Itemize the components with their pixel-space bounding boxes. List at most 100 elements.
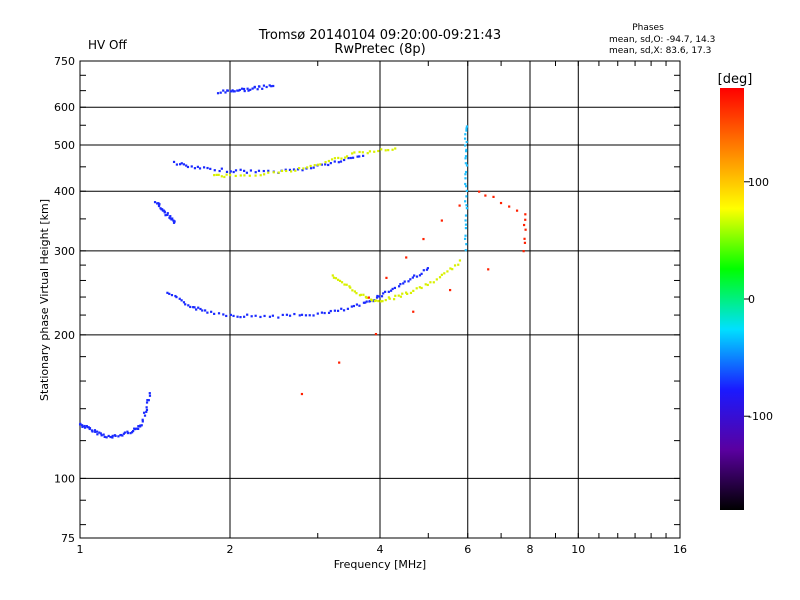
data-point xyxy=(256,88,259,91)
data-point xyxy=(329,162,332,165)
data-point xyxy=(399,282,402,286)
data-point xyxy=(202,166,206,169)
data-point xyxy=(234,174,237,178)
data-point xyxy=(170,293,174,297)
data-point xyxy=(353,290,356,293)
data-point xyxy=(478,190,481,193)
data-point xyxy=(367,296,370,299)
data-point xyxy=(105,436,108,439)
data-point xyxy=(323,311,326,315)
data-point xyxy=(401,292,404,295)
data-point xyxy=(463,137,467,140)
data-point xyxy=(394,294,397,297)
data-point xyxy=(355,303,359,306)
data-point xyxy=(233,90,236,93)
data-point xyxy=(409,278,412,281)
data-point xyxy=(180,162,183,165)
data-point xyxy=(263,173,266,176)
data-point xyxy=(338,361,341,364)
data-point xyxy=(405,256,408,259)
data-point xyxy=(309,164,312,168)
data-point xyxy=(158,203,161,206)
data-point xyxy=(376,294,379,298)
data-point xyxy=(458,204,461,207)
data-point xyxy=(465,243,468,246)
data-point xyxy=(340,307,343,310)
data-point xyxy=(324,163,327,166)
data-point xyxy=(336,309,340,312)
data-point xyxy=(123,431,127,434)
data-point xyxy=(163,211,166,214)
data-point xyxy=(168,292,171,295)
data-point xyxy=(147,399,150,402)
data-point xyxy=(268,315,272,318)
data-point xyxy=(141,420,144,423)
data-point xyxy=(254,314,257,317)
data-point xyxy=(345,283,348,286)
data-point xyxy=(232,90,235,93)
data-point xyxy=(370,299,374,302)
data-point xyxy=(435,278,438,281)
data-point xyxy=(137,425,140,428)
data-point xyxy=(319,163,322,166)
data-point xyxy=(465,207,468,210)
data-point xyxy=(379,300,383,303)
data-point xyxy=(93,429,97,432)
data-point xyxy=(353,151,356,154)
data-point xyxy=(251,87,254,90)
data-point xyxy=(288,314,292,317)
data-point xyxy=(157,204,161,208)
data-point xyxy=(234,169,238,172)
data-point xyxy=(362,154,365,157)
data-point xyxy=(217,312,221,315)
data-point xyxy=(366,152,369,155)
data-point xyxy=(215,173,218,176)
data-point xyxy=(201,309,204,312)
data-point xyxy=(145,406,148,409)
data-point xyxy=(316,163,320,166)
data-point xyxy=(178,163,182,166)
data-point xyxy=(332,276,336,279)
data-point xyxy=(464,214,468,217)
data-point xyxy=(173,220,176,223)
data-point xyxy=(121,434,124,437)
stats-title: Phases xyxy=(632,23,664,33)
data-point xyxy=(86,426,89,429)
data-point xyxy=(145,408,149,412)
data-point xyxy=(277,171,280,174)
data-point xyxy=(259,174,262,177)
data-point xyxy=(219,91,222,94)
data-point xyxy=(111,434,114,438)
data-point xyxy=(464,219,467,222)
data-point xyxy=(404,291,408,294)
data-point xyxy=(364,301,367,304)
y-axis-label: Stationary phase Virtual Height [km] xyxy=(38,199,51,401)
data-point xyxy=(102,433,105,436)
data-point xyxy=(425,268,429,271)
data-point xyxy=(280,169,284,173)
data-point xyxy=(464,155,468,158)
data-point xyxy=(267,171,270,174)
data-point xyxy=(254,171,257,174)
x-tick-label: 2 xyxy=(227,543,234,556)
data-point xyxy=(107,434,110,438)
data-point xyxy=(446,270,449,273)
data-point xyxy=(365,296,368,299)
data-point xyxy=(239,174,242,177)
data-point xyxy=(377,149,380,153)
y-tick-label: 100 xyxy=(54,472,75,485)
data-point xyxy=(381,300,384,303)
data-point xyxy=(397,294,400,297)
data-point xyxy=(238,88,241,92)
data-point xyxy=(464,234,467,237)
data-point xyxy=(90,429,94,432)
data-point xyxy=(361,151,364,154)
data-point xyxy=(240,87,244,90)
data-point xyxy=(464,170,468,174)
data-point xyxy=(248,174,251,177)
data-point xyxy=(216,92,220,95)
data-point xyxy=(312,314,315,317)
data-point xyxy=(420,272,423,275)
data-point xyxy=(184,303,187,306)
